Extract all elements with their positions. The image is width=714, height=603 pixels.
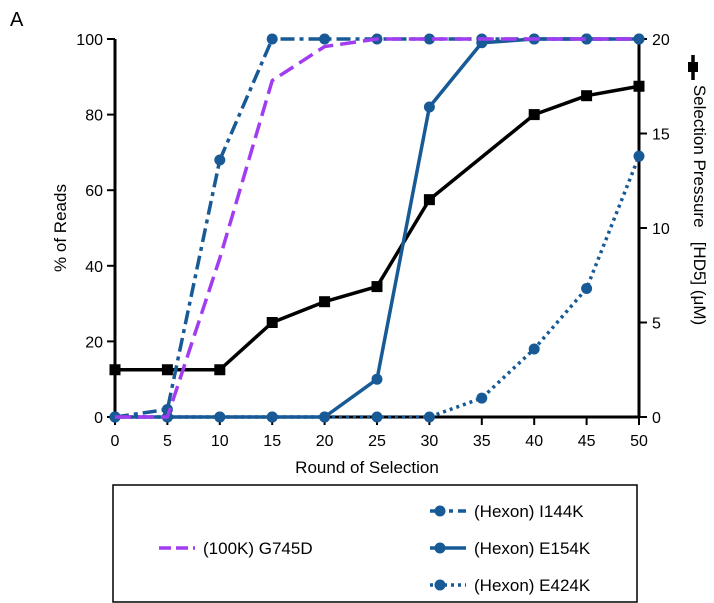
- y-tick-label: 0: [94, 410, 103, 427]
- x-axis-title: Round of Selection: [295, 458, 439, 477]
- legend-label: (100K) G745D: [203, 539, 313, 558]
- data-point: [266, 411, 278, 423]
- y2-tick-label: 20: [652, 32, 670, 49]
- data-point: [319, 296, 331, 308]
- data-point: [161, 364, 173, 376]
- y2-axis-title: Selection Pressure [HD5] (μM): [690, 85, 709, 325]
- x-tick-label: 0: [111, 433, 120, 450]
- x-tick-label: 40: [525, 433, 543, 450]
- data-point: [633, 150, 645, 162]
- data-point: [371, 411, 383, 423]
- legend-item: (Hexon) E424K: [430, 576, 591, 595]
- y-tick-label: 80: [85, 108, 103, 125]
- legend: (Hexon) I144K (100K) G745D (Hexon) E154K (H…: [159, 55, 698, 595]
- x-tick-label: 5: [163, 433, 172, 450]
- data-point: [581, 282, 593, 294]
- series-layer: [109, 33, 645, 423]
- data-point: [214, 364, 226, 376]
- y2-tick-label: 10: [652, 221, 670, 238]
- legend-swatch-marker: [434, 505, 446, 517]
- x-tick-label: 15: [263, 433, 281, 450]
- series-4: [109, 80, 645, 376]
- data-point: [214, 411, 226, 423]
- data-point: [633, 80, 645, 92]
- data-point: [528, 109, 540, 121]
- x-tick-label: 35: [473, 433, 491, 450]
- data-point: [266, 33, 278, 45]
- legend-label: (Hexon) E154K: [474, 539, 591, 558]
- series-0: [115, 37, 639, 419]
- y2-tick-label: 15: [652, 127, 670, 144]
- data-point: [528, 343, 540, 355]
- y2-swatch-marker: [688, 62, 698, 72]
- legend-swatch-marker: [434, 542, 446, 554]
- data-point: [214, 154, 226, 166]
- series-1: [109, 33, 645, 423]
- legend-item: (Hexon) I144K: [430, 502, 584, 521]
- legend-box: [112, 484, 638, 603]
- y-tick-label: 20: [85, 334, 103, 351]
- panel-label: A: [10, 9, 24, 31]
- data-point: [581, 33, 593, 45]
- data-point: [109, 364, 121, 376]
- data-point: [476, 392, 488, 404]
- data-point: [371, 373, 383, 385]
- series-line: [115, 37, 639, 419]
- data-point: [319, 33, 331, 45]
- series-2: [109, 33, 645, 423]
- data-point: [423, 411, 435, 423]
- data-point: [266, 317, 278, 328]
- series-line: [114, 37, 639, 419]
- data-point: [319, 411, 331, 423]
- series-line: [115, 84, 640, 372]
- data-point: [581, 90, 593, 102]
- x-tick-label: 45: [578, 433, 596, 450]
- x-tick-label: 25: [368, 433, 386, 450]
- data-point: [423, 101, 435, 113]
- y-tick-label: 60: [85, 183, 103, 200]
- legend-swatch-marker: [434, 579, 446, 591]
- x-tick-label: 30: [421, 433, 439, 450]
- data-point: [371, 281, 383, 293]
- y2-series-swatch: [688, 55, 698, 80]
- x-tick-label: 10: [211, 433, 229, 450]
- y2-tick-label: 5: [652, 316, 661, 333]
- y-tick-label: 100: [76, 32, 103, 49]
- series-line: [115, 37, 639, 419]
- legend-label: (Hexon) E424K: [474, 576, 591, 595]
- legend-item: (100K) G745D: [159, 539, 313, 558]
- legend-label: (Hexon) I144K: [474, 502, 584, 521]
- y-tick-label: 40: [85, 259, 103, 276]
- y2-tick-label: 0: [652, 410, 661, 427]
- y-axis-title: % of Reads: [51, 184, 70, 272]
- data-point: [423, 194, 435, 206]
- legend-item: (Hexon) E154K: [430, 539, 591, 558]
- x-tick-label: 50: [630, 433, 648, 450]
- x-tick-label: 20: [316, 433, 334, 450]
- data-point: [423, 33, 435, 45]
